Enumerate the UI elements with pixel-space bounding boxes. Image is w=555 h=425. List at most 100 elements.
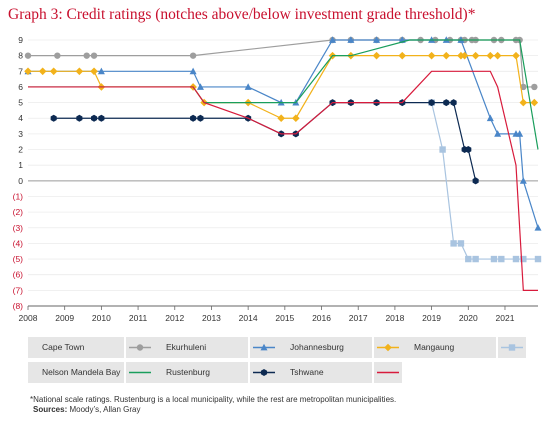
legend-item: Tshwane xyxy=(276,362,372,383)
x-tick-label: 2018 xyxy=(385,313,404,323)
y-tick-label: (2) xyxy=(13,207,24,217)
legend-swatch xyxy=(253,368,275,377)
x-tick-label: 2010 xyxy=(92,313,111,323)
x-tick-label: 2015 xyxy=(275,313,294,323)
data-point xyxy=(486,114,494,122)
data-point xyxy=(460,51,469,60)
data-point xyxy=(427,51,436,60)
data-point xyxy=(244,83,252,90)
data-point xyxy=(50,114,57,122)
legend-swatch xyxy=(377,371,399,374)
x-tick-label: 2021 xyxy=(496,313,515,323)
chart-title: Graph 3: Credit ratings (notches above/b… xyxy=(8,6,476,23)
y-tick-label: (1) xyxy=(13,191,24,201)
data-point xyxy=(512,255,520,263)
legend-label: Mangaung xyxy=(414,342,455,352)
series-line xyxy=(53,101,477,181)
legend-row-1: Cape Town Ekurhuleni Johannesburg Mangaung xyxy=(28,337,550,358)
legend-label: Ekurhuleni xyxy=(166,342,207,352)
data-point xyxy=(90,67,98,76)
legend-label: Cape Town xyxy=(42,342,85,352)
legend-item: Nelson Mandela Bay xyxy=(28,362,124,383)
footnote: *National scale ratings. Rustenburg is a… xyxy=(30,395,397,404)
y-tick-label: 0 xyxy=(18,176,23,186)
data-point xyxy=(428,99,435,107)
series-line xyxy=(28,39,535,88)
data-point xyxy=(520,255,527,263)
data-point xyxy=(516,130,524,137)
x-tick-label: 2008 xyxy=(19,313,38,323)
data-point xyxy=(38,67,47,76)
data-point xyxy=(443,99,450,107)
sources-label: Sources: xyxy=(33,405,68,414)
x-tick-label: 2017 xyxy=(349,313,368,323)
data-point xyxy=(189,67,197,75)
legend-swatch xyxy=(253,343,275,351)
data-point xyxy=(531,83,538,91)
data-point xyxy=(260,343,268,351)
data-point xyxy=(90,52,98,59)
data-point xyxy=(493,51,502,60)
data-point xyxy=(465,146,472,154)
data-point xyxy=(486,51,495,60)
y-axis-ticks: (8) (7) (6) (5) (4) (3) (2) (1) 0 1 2 3 4 5 6 7 8 9 xyxy=(13,35,24,311)
x-axis-ticks: 2008 2009 2010 2011 2012 2013 2014 2015 2016 2017… xyxy=(19,306,515,323)
data-point xyxy=(372,51,381,60)
data-point xyxy=(519,177,527,184)
series-line xyxy=(28,39,539,228)
y-tick-label: 2 xyxy=(18,145,23,155)
legend-label: Johannesburg xyxy=(290,342,344,352)
y-tick-label: 1 xyxy=(18,160,23,170)
data-point xyxy=(347,36,355,43)
series-mangaung xyxy=(428,99,542,263)
x-tick-label: 2009 xyxy=(55,313,74,323)
legend-swatch xyxy=(129,371,151,374)
grid-layer xyxy=(28,39,538,307)
series-layer xyxy=(24,36,542,291)
legend-item: Johannesburg xyxy=(276,337,372,358)
y-tick-label: (3) xyxy=(13,223,24,233)
legend-swatch xyxy=(129,344,151,351)
data-point xyxy=(512,51,520,60)
data-point xyxy=(534,224,542,231)
series-line xyxy=(28,70,538,291)
data-point xyxy=(97,67,105,75)
y-tick-label: 7 xyxy=(18,66,23,76)
data-point xyxy=(457,240,465,247)
data-point xyxy=(534,255,542,263)
legend-label: Rustenburg xyxy=(166,367,210,377)
legend-item: Ekurhuleni xyxy=(152,337,248,358)
data-point xyxy=(498,255,505,263)
data-point xyxy=(292,114,300,123)
y-tick-label: (6) xyxy=(13,270,24,280)
data-point xyxy=(442,51,451,60)
data-point xyxy=(260,368,268,377)
sources-text: Moody’s, Allan Gray xyxy=(67,405,141,414)
data-point xyxy=(472,255,479,263)
x-tick-label: 2012 xyxy=(165,313,184,323)
data-point xyxy=(530,98,539,107)
data-point xyxy=(54,52,61,59)
data-point xyxy=(83,52,90,59)
y-tick-label: (4) xyxy=(13,238,24,248)
data-point xyxy=(76,114,83,122)
y-tick-label: (7) xyxy=(13,285,24,295)
data-point xyxy=(75,67,84,76)
x-tick-label: 2016 xyxy=(312,313,331,323)
x-tick-label: 2013 xyxy=(202,313,221,323)
y-tick-label: 9 xyxy=(18,35,23,45)
data-point xyxy=(190,114,197,122)
data-point xyxy=(472,177,479,185)
x-tick-label: 2011 xyxy=(129,313,148,323)
data-point xyxy=(98,114,105,122)
legend-swatch xyxy=(501,344,523,351)
legend-item: Cape Town xyxy=(28,337,124,358)
legend: Cape Town Ekurhuleni Johannesburg Mangaung … xyxy=(28,337,550,383)
data-point xyxy=(24,52,32,59)
data-point xyxy=(384,343,392,352)
data-point xyxy=(494,130,502,137)
data-point xyxy=(398,51,407,60)
legend-item: Mangaung xyxy=(400,337,496,358)
y-tick-label: 8 xyxy=(18,51,23,61)
